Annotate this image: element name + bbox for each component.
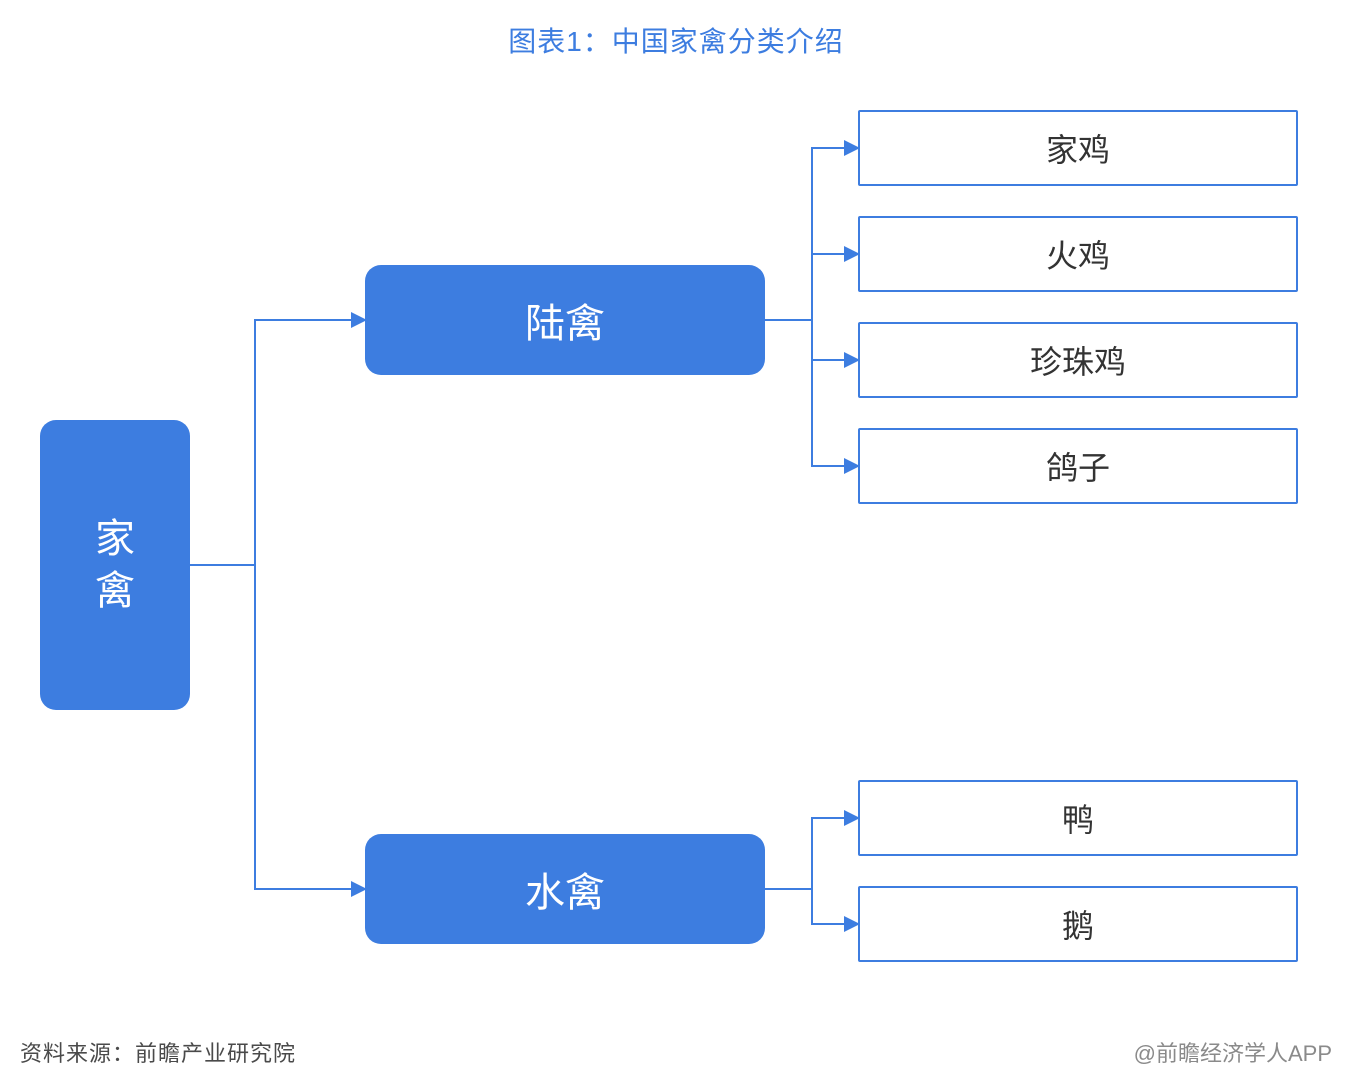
node-land-label: 陆禽	[525, 291, 605, 349]
node-leaf-zhenzhuji: 珍珠鸡	[858, 322, 1298, 398]
node-water-label: 水禽	[525, 860, 605, 918]
node-leaf-label: 珍珠鸡	[1030, 337, 1126, 383]
node-land: 陆禽	[365, 265, 765, 375]
node-leaf-gezi: 鸽子	[858, 428, 1298, 504]
chart-title: 图表1：中国家禽分类介绍	[0, 20, 1352, 60]
app-credit: @前瞻经济学人APP	[1134, 1036, 1332, 1068]
node-root: 家 禽	[40, 420, 190, 710]
node-root-label: 家 禽	[95, 513, 135, 617]
node-water: 水禽	[365, 834, 765, 944]
source-credit: 资料来源：前瞻产业研究院	[20, 1036, 296, 1068]
node-leaf-label: 火鸡	[1046, 231, 1110, 277]
node-leaf-ya: 鸭	[858, 780, 1298, 856]
node-leaf-label: 鹅	[1062, 901, 1094, 947]
node-leaf-jiaji: 家鸡	[858, 110, 1298, 186]
node-leaf-label: 家鸡	[1046, 125, 1110, 171]
node-leaf-label: 鸽子	[1046, 443, 1110, 489]
node-leaf-label: 鸭	[1062, 795, 1094, 841]
diagram-canvas: 家 禽 陆禽 水禽 家鸡 火鸡 珍珠鸡 鸽子 鸭 鹅	[0, 60, 1352, 1030]
node-leaf-e: 鹅	[858, 886, 1298, 962]
node-leaf-huoji: 火鸡	[858, 216, 1298, 292]
